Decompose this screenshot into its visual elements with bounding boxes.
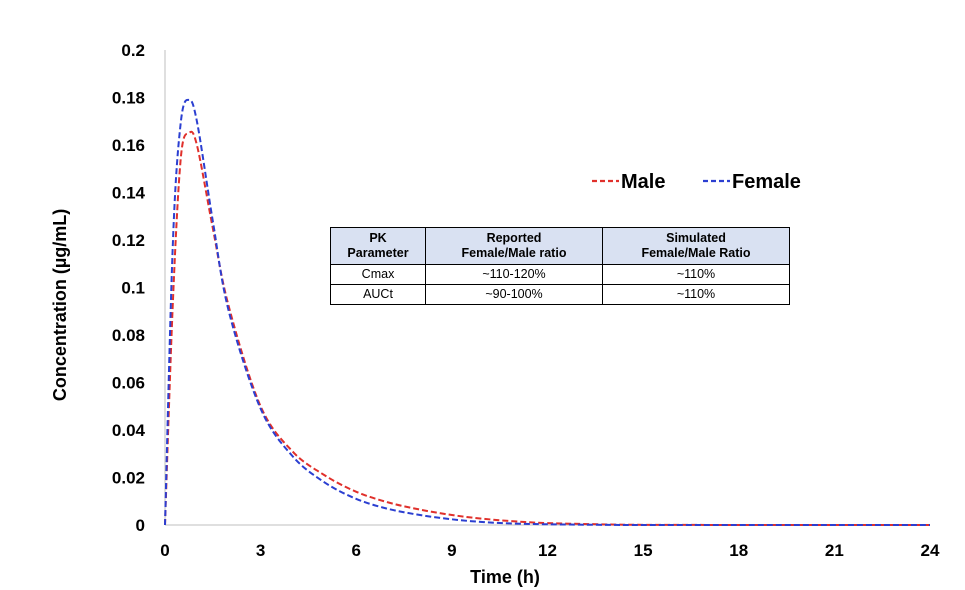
table-row: AUCt ~90-100% ~110% [330,284,790,305]
x-tick-label: 0 [160,541,169,560]
table-cell: ~110% [602,264,790,285]
x-tick-label: 12 [538,541,557,560]
x-axis-title: Time (h) [470,567,540,587]
x-tick-label: 24 [921,541,940,560]
y-tick-label: 0.2 [121,41,145,60]
pk-ratio-table: PK Parameter Reported Female/Male ratio Si… [330,227,790,305]
y-tick-labels: 0 0.02 0.04 0.06 0.08 0.1 0.12 0.14 0.16 0.18 0.2 [112,41,146,535]
y-tick-label: 0.1 [121,279,145,298]
legend-female-label: Female [732,171,801,193]
x-tick-label: 6 [352,541,361,560]
header-simulated-ratio: Simulated Female/Male Ratio [602,227,790,265]
y-tick-label: 0.02 [112,469,145,488]
header-reported-ratio: Reported Female/Male ratio [425,227,603,265]
x-tick-label: 3 [256,541,265,560]
table-cell: ~110% [602,284,790,305]
y-tick-label: 0.14 [112,184,146,203]
series-line-female [164,98,930,526]
table-cell: ~110-120% [425,264,603,285]
y-tick-label: 0.16 [112,136,145,155]
table-header-row: PK Parameter Reported Female/Male ratio Si… [330,227,790,265]
y-tick-label: 0.04 [112,421,146,440]
x-tick-label: 18 [729,541,748,560]
table-row: Cmax ~110-120% ~110% [330,264,790,285]
y-tick-label: 0.08 [112,326,145,345]
table-cell: Cmax [330,264,426,285]
series-layer [164,98,931,526]
series-line-male [164,130,931,526]
table-cell: ~90-100% [425,284,603,305]
legend-male-label: Male [621,171,665,193]
x-tick-label: 15 [634,541,653,560]
y-tick-label: 0.12 [112,231,145,250]
legend: Male Female [592,171,801,193]
x-tick-label: 21 [825,541,844,560]
y-axis-title: Concentration (µg/mL) [50,209,70,401]
table-cell: AUCt [330,284,426,305]
y-tick-label: 0.18 [112,89,145,108]
header-pk-parameter: PK Parameter [330,227,426,265]
y-tick-label: 0 [136,516,145,535]
y-tick-label: 0.06 [112,374,145,393]
x-tick-labels: 0 3 6 9 12 15 18 21 24 [160,541,940,560]
x-tick-label: 9 [447,541,456,560]
